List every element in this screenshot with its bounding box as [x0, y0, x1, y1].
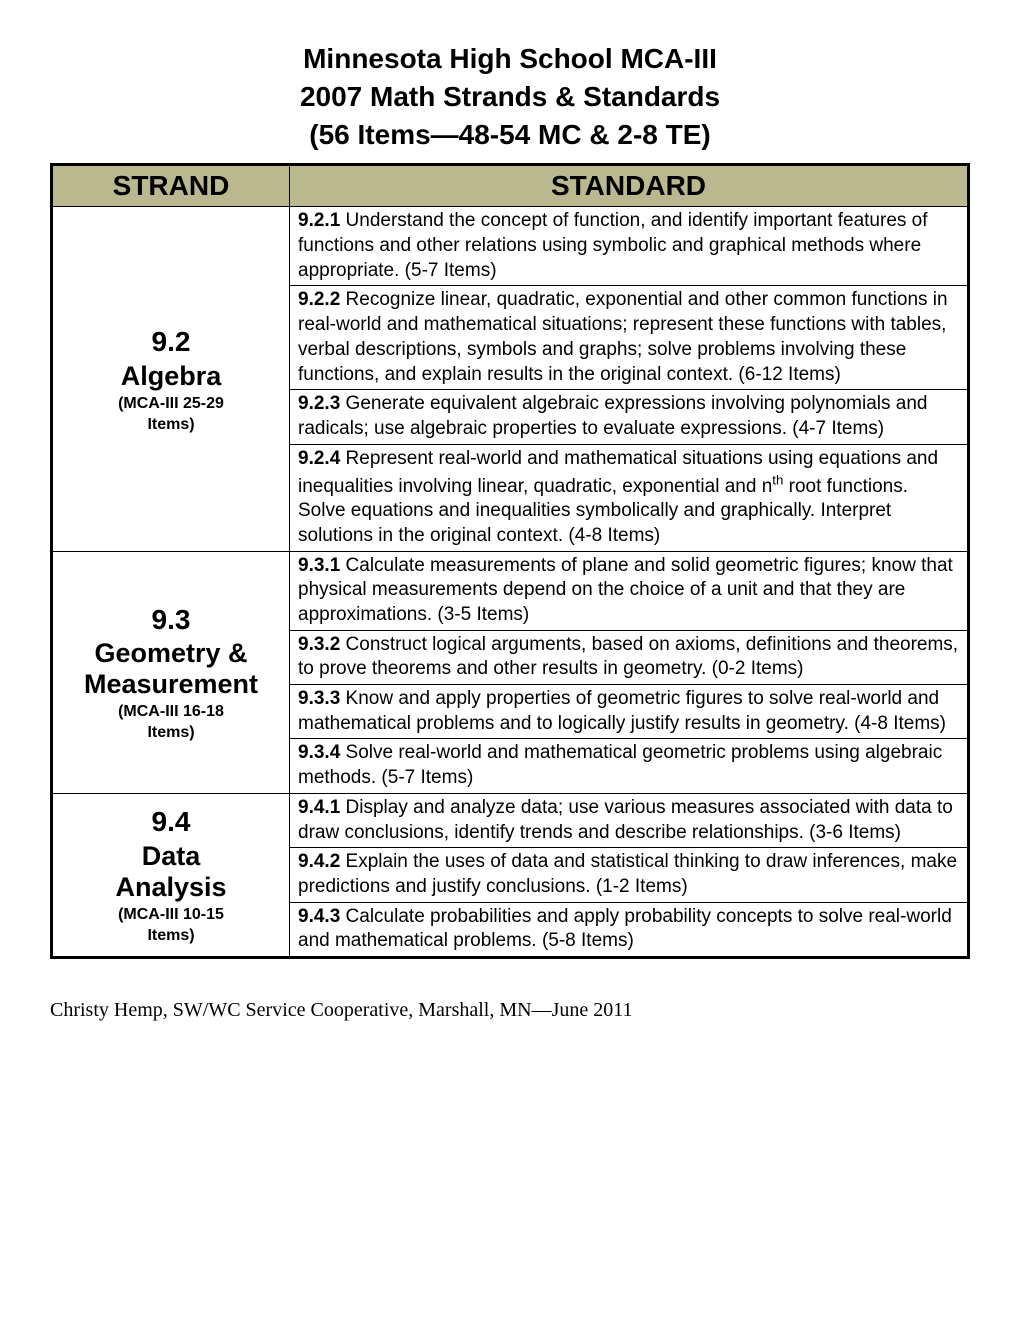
standard-cell: 9.2.3 Generate equivalent algebraic expr…: [290, 390, 969, 444]
standard-text: Generate equivalent algebraic expression…: [298, 393, 928, 439]
strand-sub-2: Items): [57, 415, 285, 434]
standard-code: 9.3.1: [298, 555, 340, 576]
standard-code: 9.2.1: [298, 210, 340, 231]
strand-sub-1: (MCA-III 10-15: [57, 905, 285, 924]
strand-name: DataAnalysis: [57, 841, 285, 903]
table-row: 9.3Geometry &Measurement(MCA-III 16-18It…: [52, 551, 969, 630]
title-line-3: (56 Items—48-54 MC & 2-8 TE): [50, 116, 970, 154]
standard-text: Recognize linear, quadratic, exponential…: [298, 289, 948, 384]
standard-text: Display and analyze data; use various me…: [298, 797, 953, 843]
standard-text: Know and apply properties of geometric f…: [298, 688, 946, 734]
standard-cell: 9.2.4 Represent real-world and mathemati…: [290, 444, 969, 551]
table-row: 9.2Algebra(MCA-III 25-29Items)9.2.1 Unde…: [52, 207, 969, 286]
strand-number: 9.4: [57, 804, 285, 840]
strand-sub-2: Items): [57, 926, 285, 945]
standard-text: Solve real-world and mathematical geomet…: [298, 742, 942, 788]
strand-number: 9.2: [57, 324, 285, 360]
standard-text: Calculate probabilities and apply probab…: [298, 906, 952, 952]
standard-cell: 9.4.3 Calculate probabilities and apply …: [290, 902, 969, 957]
standard-cell: 9.4.2 Explain the uses of data and stati…: [290, 848, 969, 902]
footer-text: Christy Hemp, SW/WC Service Cooperative,…: [50, 999, 970, 1022]
standard-cell: 9.3.4 Solve real-world and mathematical …: [290, 739, 969, 793]
strand-number: 9.3: [57, 602, 285, 638]
strand-sub-2: Items): [57, 723, 285, 742]
strand-sub-1: (MCA-III 16-18: [57, 702, 285, 721]
standard-code: 9.2.2: [298, 289, 340, 310]
standard-cell: 9.3.3 Know and apply properties of geome…: [290, 685, 969, 739]
strand-cell: 9.4DataAnalysis (MCA-III 10-15 Items): [52, 793, 290, 957]
strand-name: Algebra: [57, 361, 285, 392]
standard-code: 9.2.4: [298, 448, 340, 469]
header-standard: STANDARD: [290, 165, 969, 207]
strand-cell: 9.3Geometry &Measurement (MCA-III 16-18 It…: [52, 551, 290, 793]
strand-name: Geometry &Measurement: [57, 638, 285, 700]
title-line-2: 2007 Math Strands & Standards: [50, 78, 970, 116]
standard-cell: 9.2.1 Understand the concept of function…: [290, 207, 969, 286]
standard-text: Represent real-world and mathematical si…: [298, 448, 938, 546]
standard-text: Calculate measurements of plane and soli…: [298, 555, 953, 625]
strand-cell: 9.2Algebra (MCA-III 25-29 Items): [52, 207, 290, 551]
standard-text: Construct logical arguments, based on ax…: [298, 634, 958, 680]
strand-sub-1: (MCA-III 25-29: [57, 394, 285, 413]
standard-code: 9.3.3: [298, 688, 340, 709]
standard-code: 9.4.1: [298, 797, 340, 818]
standard-code: 9.3.2: [298, 634, 340, 655]
standard-code: 9.3.4: [298, 742, 340, 763]
table-row: 9.4DataAnalysis(MCA-III 10-15Items)9.4.1…: [52, 793, 969, 847]
standard-cell: 9.4.1 Display and analyze data; use vari…: [290, 793, 969, 847]
standards-table: STRAND STANDARD 9.2Algebra(MCA-III 25-29…: [50, 163, 970, 959]
header-row: STRAND STANDARD: [52, 165, 969, 207]
standard-code: 9.2.3: [298, 393, 340, 414]
document-title: Minnesota High School MCA-III 2007 Math …: [50, 40, 970, 153]
standard-cell: 9.3.1 Calculate measurements of plane an…: [290, 551, 969, 630]
standard-text: Understand the concept of function, and …: [298, 210, 928, 280]
standard-code: 9.4.2: [298, 851, 340, 872]
standard-cell: 9.3.2 Construct logical arguments, based…: [290, 630, 969, 684]
title-line-1: Minnesota High School MCA-III: [50, 40, 970, 78]
standard-cell: 9.2.2 Recognize linear, quadratic, expon…: [290, 286, 969, 390]
header-strand: STRAND: [52, 165, 290, 207]
standard-text: Explain the uses of data and statistical…: [298, 851, 957, 897]
standard-code: 9.4.3: [298, 906, 340, 927]
